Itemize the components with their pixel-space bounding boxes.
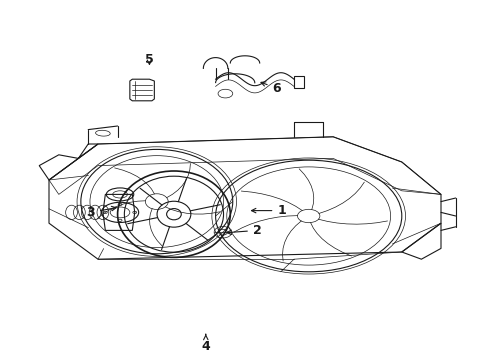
Text: 5: 5 bbox=[145, 53, 154, 66]
Text: 2: 2 bbox=[227, 224, 262, 237]
Text: 3: 3 bbox=[86, 206, 116, 219]
Text: 6: 6 bbox=[261, 82, 281, 95]
Text: 1: 1 bbox=[251, 204, 286, 217]
Text: 4: 4 bbox=[201, 334, 210, 353]
